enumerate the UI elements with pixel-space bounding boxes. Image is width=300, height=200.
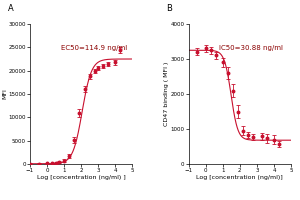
Text: A: A [8,4,13,13]
X-axis label: Log [concentration (ng/ml)]: Log [concentration (ng/ml)] [196,175,283,180]
Y-axis label: CD47 binding ( MFI ): CD47 binding ( MFI ) [164,62,169,126]
Y-axis label: MFI: MFI [2,89,7,99]
X-axis label: Log [concentration (ng/ml) ]: Log [concentration (ng/ml) ] [37,175,126,180]
Text: IC50=30.88 ng/ml: IC50=30.88 ng/ml [219,45,284,51]
Text: B: B [166,4,172,13]
Text: EC50=114.9 ng/ml: EC50=114.9 ng/ml [61,45,127,51]
